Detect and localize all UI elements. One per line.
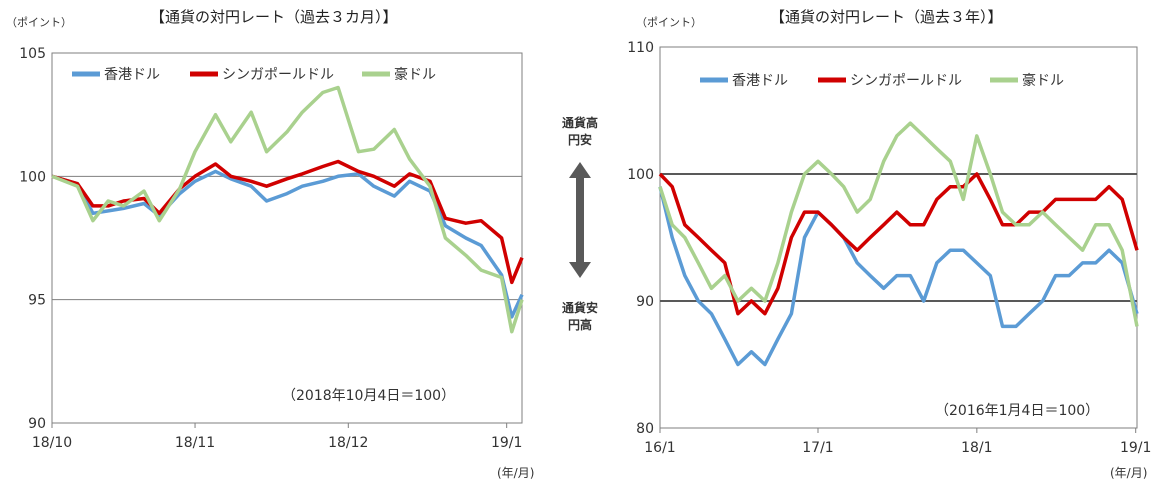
series-line-0 [51,169,524,319]
series-line-1 [658,172,1139,316]
legend-label: 香港ドル [104,67,160,83]
series-line-2 [51,85,524,334]
y-tick-label: 90 [636,294,654,310]
direction-top-label: 通貨高 円安 [561,116,598,147]
legend-label: シンガポールドル [850,73,962,89]
x-tick-label: 19/1 [491,435,522,451]
direction-indicator: 通貨高 円安 通貨安 円高 [545,115,615,345]
chart-left-plot: 90 95 100 105 18/10 18/11 18/12 19/1 香港ドル シンガポールド… [19,46,524,451]
chart-left-title: 【通貨の対円レート（過去３カ月）】 [150,8,398,26]
x-tick-label: 18/10 [32,435,72,451]
chart-left-note: （2018年10月4日＝100） [282,388,456,404]
legend-label: シンガポールドル [222,67,334,83]
chart-left-ylabel: （ポイント） [6,16,72,29]
series-line-0 [658,186,1139,367]
chart-right-title: 【通貨の対円レート（過去３年）】 [770,8,1003,26]
chart-left: （ポイント） 【通貨の対円レート（過去３カ月）】 90 95 100 105 18/10… [0,0,560,484]
direction-bottom-label: 通貨安 円高 [561,301,598,332]
y-tick-label: 110 [627,40,654,56]
x-tick-label: 16/1 [644,440,675,456]
x-tick-label: 17/1 [802,440,833,456]
chart-right-xlabel: (年/月) [1110,466,1148,480]
y-tick-label: 90 [28,416,46,432]
chart-right: （ポイント） 【通貨の対円レート（過去３年）】 80 90 100 110 16/1 17… [600,0,1169,484]
x-tick-label: 19/1 [1120,440,1151,456]
y-tick-label: 100 [627,167,654,183]
y-tick-label: 80 [636,421,654,437]
y-tick-label: 105 [19,46,46,62]
plot-frame [51,52,523,424]
legend-label: 香港ドル [732,73,788,89]
legend-label: 豪ドル [394,67,436,83]
chart-left-xlabel: (年/月) [497,466,535,480]
chart-right-ylabel: （ポイント） [636,16,702,29]
x-tick-label: 18/1 [961,440,992,456]
y-tick-label: 100 [19,169,46,185]
series-line-2 [658,121,1139,327]
series-line-1 [51,159,524,285]
x-tick-label: 18/12 [328,435,368,451]
chart-right-plot: 80 90 100 110 16/1 17/1 18/1 19/1 香港ドル シンガポールドル 豪ド… [627,40,1151,456]
y-tick-label: 95 [28,293,46,309]
legend-label: 豪ドル [1022,73,1064,89]
plot-frame [659,46,1138,429]
double-arrow-icon [569,162,591,278]
x-tick-label: 18/11 [175,435,215,451]
chart-right-note: （2016年1月4日＝100） [935,403,1100,419]
